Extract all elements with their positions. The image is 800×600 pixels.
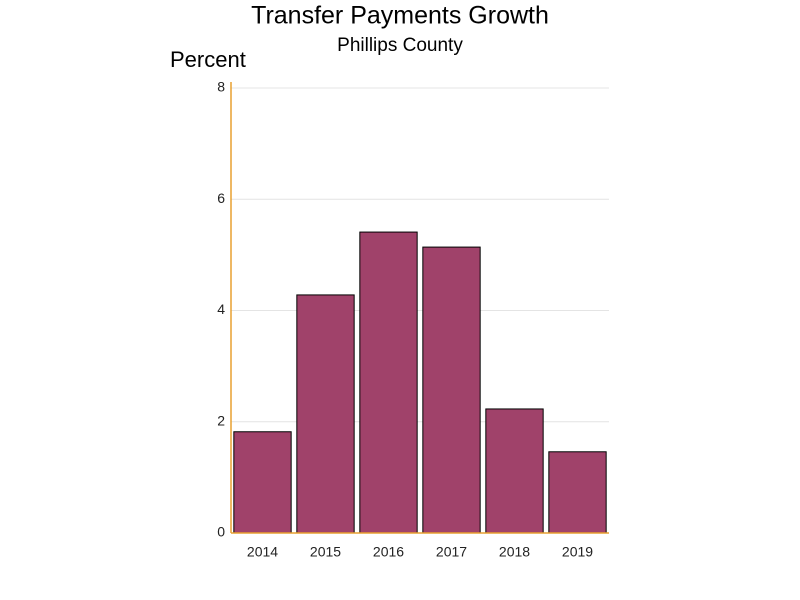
y-tick-label: 6 [217,190,225,206]
x-tick-label: 2017 [436,544,467,560]
x-tick-label: 2018 [499,544,530,560]
y-axis-label: Percent [170,47,246,72]
x-tick-label: 2016 [373,544,404,560]
bar [359,231,418,534]
chart-title: Transfer Payments Growth [251,2,549,30]
bar [296,294,355,534]
chart-subtitle: Phillips County [337,35,463,56]
bar [548,451,607,534]
y-tick-label: 4 [217,301,225,317]
x-tick-label: 2015 [310,544,341,560]
bar [485,408,544,534]
x-tick-label: 2019 [562,544,593,560]
bar [422,246,481,534]
y-tick-label: 0 [217,524,225,540]
x-tick-label: 2014 [247,544,278,560]
bar [233,431,292,534]
y-tick-label: 2 [217,412,225,428]
y-tick-label: 8 [217,79,225,95]
